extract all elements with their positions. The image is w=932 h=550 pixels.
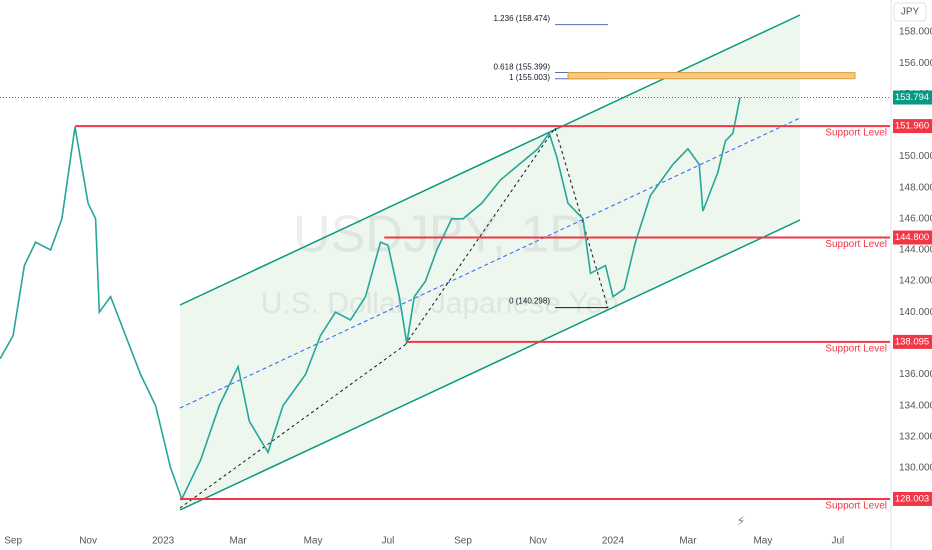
y-tick-label: 156.000 [899,58,932,69]
support-text: Support Level [825,128,887,139]
trend-dashed [404,127,556,346]
price-tag-label: 151.960 [895,121,929,132]
y-tick-label: 130.000 [899,463,932,474]
price-tag-label: 144.800 [895,232,929,243]
x-tick-label: May [753,536,772,547]
y-tick-label: 146.000 [899,213,932,224]
x-tick-label: 2023 [152,536,175,547]
y-tick-label: 136.000 [899,369,932,380]
channel-fill [180,15,800,510]
fib-label: 0.618 (155.399) [494,63,551,72]
support-text: Support Level [825,239,887,250]
x-tick-label: Sep [4,536,22,547]
y-tick-label: 132.000 [899,431,932,442]
x-tick-label: 2024 [602,536,625,547]
y-tick-label: 144.000 [899,245,932,256]
y-tick-label: 142.000 [899,276,932,287]
x-tick-label: Mar [229,536,247,547]
x-tick-label: Sep [454,536,472,547]
price-tag [893,119,932,134]
price-tag-label: 128.003 [895,493,929,504]
currency-label: JPY [901,7,920,18]
price-line [0,97,741,502]
x-tick-label: Jul [382,536,395,547]
last-price-label: 153.794 [895,92,929,103]
price-tag [893,334,932,349]
x-tick-label: Nov [79,536,97,547]
currency-box [893,2,927,22]
y-tick-label: 140.000 [899,307,932,318]
fib-label: 1 (155.003) [509,73,550,82]
channel-median [179,117,801,409]
y-tick-label: 134.000 [899,400,932,411]
price-tag [893,491,932,506]
y-tick-label: 148.000 [899,182,932,193]
support-text: Support Level [825,501,887,512]
y-tick-label: 150.000 [899,151,932,162]
x-tick-label: May [304,536,323,547]
trend-dashed [554,127,609,309]
price-tag-label: 138.095 [895,336,929,347]
x-tick-label: Jul [831,536,844,547]
channel-lower [179,219,801,511]
x-tick-label: Mar [679,536,697,547]
channel-upper [179,14,801,306]
price-tag [893,230,932,245]
lightning-icon: ⚡ [736,513,745,528]
support-text: Support Level [825,344,887,355]
y-tick-label: 158.000 [899,27,932,38]
watermark-title: USDJPY, 1D [293,206,587,264]
x-tick-label: Nov [529,536,547,547]
last-price-tag [893,90,932,105]
fib-zone [567,72,856,80]
watermark-subtitle: U.S. Dollar / Japanese Yen [261,287,620,320]
fib-label: 1.236 (158.474) [494,14,551,23]
fib-label: 0 (140.298) [509,297,550,306]
trend-dashed [179,344,406,509]
